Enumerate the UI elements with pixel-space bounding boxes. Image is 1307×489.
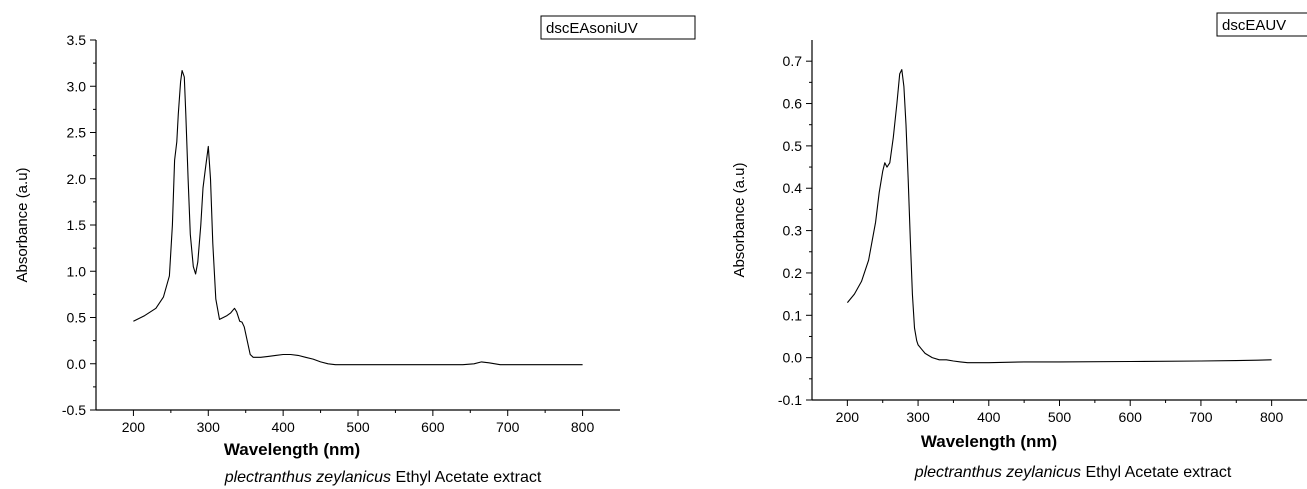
x-tick-label: 600 (421, 419, 445, 435)
x-tick-label: 800 (1260, 409, 1284, 425)
legend-label: dscEAUV (1222, 17, 1286, 34)
y-tick-label: 2.0 (67, 171, 87, 187)
x-tick-label: 500 (1048, 409, 1072, 425)
x-tick-label: 200 (836, 409, 860, 425)
x-tick-label: 400 (977, 409, 1001, 425)
y-tick-label: -0.1 (778, 392, 802, 408)
y-tick-label: 0.5 (67, 310, 87, 326)
y-tick-label: 0.7 (783, 53, 803, 69)
legend-box (1216, 12, 1307, 37)
legend: dscEAUV (1216, 12, 1307, 37)
y-tick-label: 2.5 (67, 125, 87, 141)
y-tick-label: 1.5 (67, 217, 87, 233)
spectrum-line (846, 69, 1272, 364)
y-tick-label: 1.0 (67, 263, 87, 279)
x-tick-label: 800 (571, 419, 595, 435)
y-tick-label: 0.4 (783, 180, 803, 196)
chart-2: 200 300 400 500 600 700 800 -0.1 0.0 0.1 0.2 0.3 0.4… (731, 12, 1307, 481)
x-tick-label: 700 (496, 419, 520, 435)
spectrum-line (133, 69, 583, 366)
x-tick-label: 200 (122, 419, 146, 435)
x-tick-label: 400 (271, 419, 295, 435)
caption-species: plectranthus zeylanicus (914, 464, 1081, 481)
caption-extract: Ethyl Acetate extract (391, 469, 542, 486)
chart-caption: plectranthus zeylanicus Ethyl Acetate ex… (914, 464, 1232, 481)
y-tick-label: 3.5 (67, 32, 87, 48)
y-tick-label: 0.2 (783, 265, 803, 281)
x-axis-label: Wavelength (nm) (224, 440, 360, 459)
x-tick-label: 300 (197, 419, 221, 435)
y-tick-label: 0.5 (783, 138, 803, 154)
x-tick-label: 300 (906, 409, 930, 425)
y-tick-label: 0.1 (783, 307, 803, 323)
y-tick-label: 3.0 (67, 78, 87, 94)
y-axis-label: Absorbance (a.u) (731, 162, 748, 277)
legend-box (540, 15, 696, 40)
x-tick-label: 600 (1119, 409, 1143, 425)
x-tick-label: 700 (1189, 409, 1213, 425)
caption-species: plectranthus zeylanicus (224, 469, 391, 486)
y-tick-label: 0.0 (783, 350, 803, 366)
legend: dscEAsoniUV (540, 15, 696, 40)
legend-label: dscEAsoniUV (546, 20, 638, 37)
y-tick-label: 0.6 (783, 96, 803, 112)
y-tick-label: -0.5 (62, 402, 86, 418)
y-axis-label: Absorbance (a.u) (14, 167, 31, 282)
x-tick-label: 500 (346, 419, 370, 435)
y-tick-label: 0.3 (783, 223, 803, 239)
chart-caption: plectranthus zeylanicus Ethyl Acetate ex… (224, 469, 542, 486)
y-tick-label: 0.0 (67, 356, 87, 372)
caption-extract: Ethyl Acetate extract (1081, 464, 1232, 481)
x-axis-label: Wavelength (nm) (921, 432, 1057, 451)
chart-1: 200 300 400 500 600 700 800 -0.5 0.0 0.5 1.0 1.5 2.0… (14, 15, 696, 486)
